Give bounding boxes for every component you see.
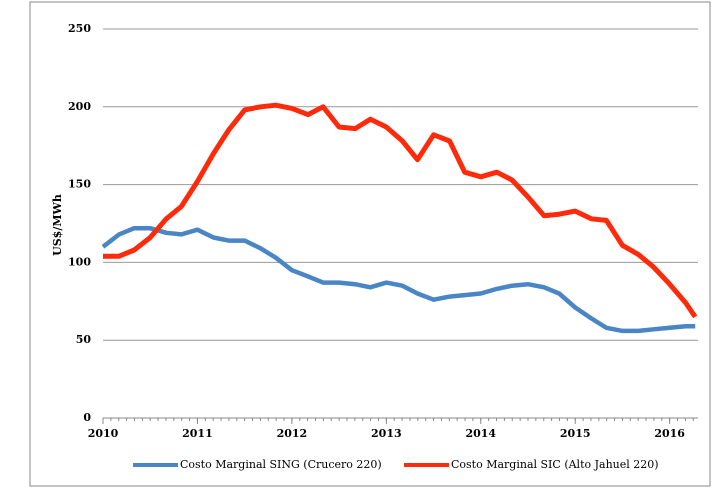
legend-label: Costo Marginal SING (Crucero 220) <box>180 458 382 471</box>
y-tick-label: 100 <box>68 255 91 268</box>
x-tick-label: 2012 <box>277 427 308 440</box>
y-tick-label: 200 <box>68 100 91 113</box>
y-tick-label: 0 <box>83 411 91 424</box>
x-tick-label: 2013 <box>371 427 402 440</box>
x-tick-label: 2014 <box>465 427 496 440</box>
y-tick-label: 50 <box>76 333 92 346</box>
frame <box>29 1 711 487</box>
y-axis-label: US$/MWh <box>51 194 64 256</box>
x-tick-label: 2010 <box>88 427 119 440</box>
series-line <box>103 102 698 319</box>
x-tick-label: 2016 <box>654 427 685 440</box>
y-tick-label: 150 <box>68 178 91 191</box>
series-line <box>101 225 696 334</box>
y-tick-label: 250 <box>68 22 91 35</box>
x-tick-label: 2011 <box>182 427 213 440</box>
x-tick-label: 2015 <box>560 427 591 440</box>
legend-label: Costo Marginal SIC (Alto Jahuel 220) <box>451 458 659 471</box>
